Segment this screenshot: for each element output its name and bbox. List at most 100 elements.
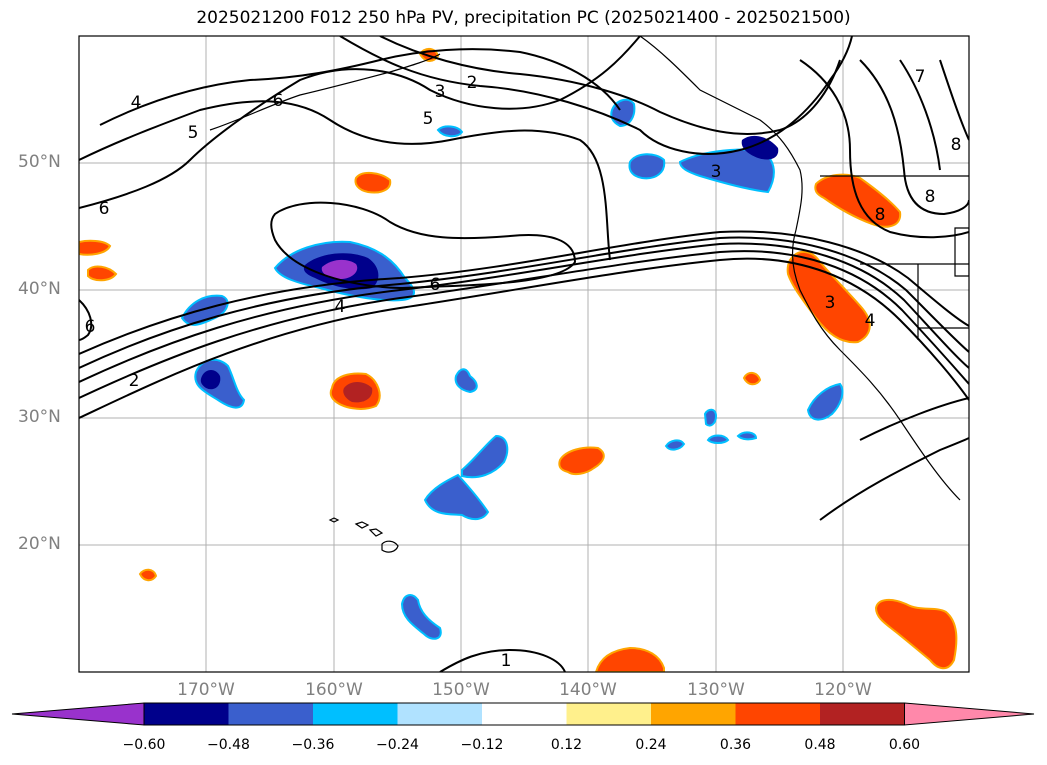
map-frame — [78, 35, 970, 673]
precip-blob-southeast — [874, 598, 958, 670]
contour-label: 8 — [875, 205, 886, 225]
contour-label: 5 — [188, 123, 199, 143]
lon-label: 150°W — [432, 680, 490, 700]
colorbar-bin — [228, 703, 313, 725]
pv-contour-5 — [79, 236, 969, 369]
colorbar-extend-right — [904, 702, 1035, 726]
precip-blob-small-p2 — [742, 372, 762, 386]
contour-label: 3 — [825, 293, 836, 313]
precip-blob-west-edge-2 — [87, 265, 118, 282]
precip-blob-small-2 — [436, 125, 464, 138]
colorbar-tick-label: −0.60 — [122, 737, 166, 753]
precip-blob-south — [400, 594, 442, 640]
precip-blob-central-pacific-max — [321, 259, 358, 279]
precip-blob-gulf-alaska — [628, 153, 666, 180]
contour-label: 8 — [925, 187, 936, 207]
colorbar-bin — [651, 703, 736, 725]
coastline-west-coast — [791, 229, 961, 501]
contour-label: 4 — [335, 297, 346, 317]
colorbar-tick-label: −0.24 — [376, 737, 419, 753]
contour-label: 6 — [430, 275, 441, 295]
precip-positive-areas — [79, 48, 958, 672]
pv-contour-se — [819, 437, 969, 521]
lat-label: 20°N — [18, 534, 61, 554]
border-states-3 — [954, 227, 969, 277]
precip-blob-w1 — [180, 294, 229, 326]
pv-contour-north-1 — [79, 36, 641, 209]
colorbar — [11, 702, 1035, 726]
pv-contour-se-2 — [859, 397, 969, 441]
colorbar-tick-label: 0.24 — [635, 737, 667, 753]
precip-blob-bc — [678, 148, 775, 194]
precip-blob-bc-core — [741, 135, 779, 160]
precip-blob-small-3 — [454, 368, 478, 394]
contour-label: 6 — [85, 317, 96, 337]
precip-negative-areas — [180, 98, 844, 640]
pv-contour-north-2 — [79, 100, 611, 261]
colorbar-tick-label: 0.48 — [804, 737, 836, 753]
colorbar-bin — [313, 703, 398, 725]
pv-contour-3 — [79, 250, 969, 399]
colorbar-frame — [143, 702, 905, 726]
lat-label: 50°N — [18, 152, 61, 172]
contour-label: 3 — [711, 162, 722, 182]
hawaiian-islands — [328, 517, 399, 553]
precip-blob-small-8 — [736, 431, 758, 441]
pv-contour-2 — [79, 257, 969, 419]
contour-label: 3 — [435, 82, 446, 102]
pv-contour-east-4 — [939, 59, 969, 141]
pv-contour-west-loop — [79, 299, 93, 341]
lon-label: 160°W — [305, 680, 363, 700]
precip-blob-small-7 — [706, 434, 730, 444]
contour-labels: 4 5 6 6 2 3 5 3 7 8 8 6 4 6 2 3 4 1 8 — [85, 67, 962, 671]
pv-contour-east-3 — [899, 59, 941, 171]
precip-blob-small-6 — [664, 439, 686, 451]
contour-label: 4 — [131, 93, 142, 113]
colorbar-bin — [482, 703, 567, 725]
gridlines — [79, 36, 969, 672]
precip-blob-small-5 — [703, 408, 718, 427]
island-1 — [328, 517, 340, 523]
colorbar-tick-label: −0.48 — [207, 737, 250, 753]
contour-label: 6 — [273, 91, 284, 111]
precip-blob-ne-hawaii — [461, 434, 509, 479]
colorbar-bin — [566, 703, 651, 725]
map-title: 2025021200 F012 250 hPa PV, precipitatio… — [196, 8, 851, 28]
lon-label: 130°W — [687, 680, 745, 700]
colorbar-bin — [735, 703, 820, 725]
island-2 — [354, 521, 370, 529]
contour-label: 4 — [865, 311, 876, 331]
precip-blob-west-edge — [79, 239, 112, 256]
contour-label: 7 — [915, 67, 926, 87]
pv-contours — [79, 36, 969, 672]
colorbar-extend-left — [11, 702, 145, 726]
pv-contour-loop-central — [270, 201, 577, 290]
contour-label: 5 — [423, 109, 434, 129]
lon-label: 170°W — [177, 680, 235, 700]
colorbar-tick-label: 0.60 — [888, 737, 921, 753]
pv-contour-south-1 — [439, 648, 566, 672]
precip-blob-mid-core — [343, 382, 373, 403]
colorbar-tick-label: −0.36 — [291, 737, 335, 753]
contour-label: 1 — [501, 651, 512, 671]
precip-blob-south-center — [594, 646, 665, 672]
colorbar-bin — [397, 703, 482, 725]
precip-blob-small-p1 — [138, 568, 158, 582]
contour-label: 8 — [951, 135, 962, 155]
colorbar-tick-label: −0.12 — [460, 737, 504, 753]
precip-blob-small-4 — [806, 382, 844, 421]
lat-label: 40°N — [18, 279, 61, 299]
pv-contour-north-3 — [99, 48, 621, 126]
coastline-aleutians — [209, 53, 441, 131]
contour-label: 2 — [467, 73, 478, 93]
pv-contour-ak-2 — [379, 36, 841, 135]
coastline-alaska — [639, 36, 803, 231]
precip-blob-w2-core — [200, 370, 221, 390]
pv-contour-4 — [79, 242, 969, 383]
lon-label: 140°W — [559, 680, 617, 700]
lat-label: 30°N — [18, 407, 61, 427]
colorbar-tick-label: 0.12 — [550, 737, 583, 753]
pv-contour-6 — [79, 230, 969, 355]
pv-contour-east-2 — [859, 59, 969, 216]
